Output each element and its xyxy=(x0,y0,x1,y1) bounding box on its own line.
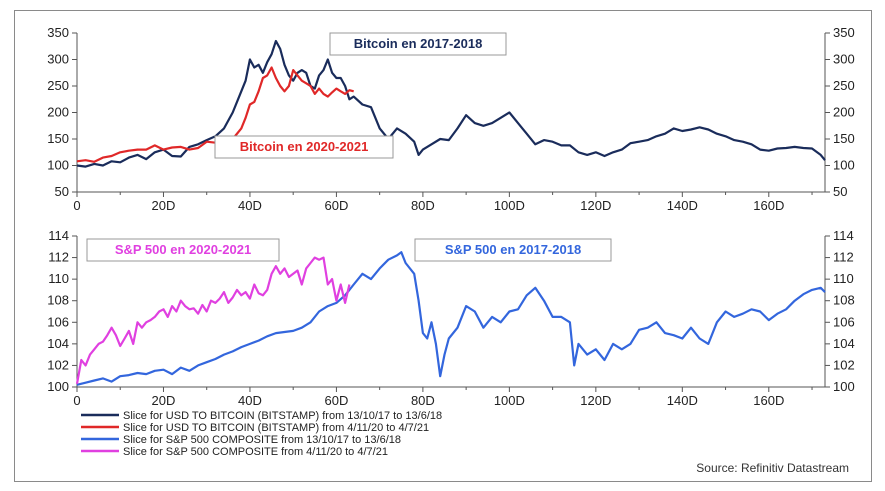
x-tick-label: 20D xyxy=(152,198,176,213)
x-tick-label: 100D xyxy=(494,198,525,213)
chart-canvas: 50 50 100 100 150 150 200 200 250 250 300 300 350 350… xyxy=(47,25,854,458)
series-label: Bitcoin en 2020-2021 xyxy=(240,139,369,154)
y-tick-label-right: 104 xyxy=(833,336,855,351)
y-tick-label-right: 150 xyxy=(833,131,855,146)
y-tick-label-left: 100 xyxy=(47,379,69,394)
y-tick-label-left: 200 xyxy=(47,105,69,120)
x-tick-label: 60D xyxy=(324,393,348,408)
y-tick-label-right: 114 xyxy=(833,228,854,243)
x-tick-label: 60D xyxy=(324,198,348,213)
y-tick-label-left: 108 xyxy=(47,293,69,308)
y-tick-label-left: 250 xyxy=(47,78,69,93)
x-tick-label: 160D xyxy=(753,393,784,408)
series-line-1 xyxy=(76,251,826,386)
y-tick-label-right: 100 xyxy=(833,158,855,173)
x-tick-label: 80D xyxy=(411,393,435,408)
x-tick-label: 40D xyxy=(238,198,262,213)
y-tick-label-left: 104 xyxy=(47,336,69,351)
y-tick-label-right: 350 xyxy=(833,25,855,40)
x-tick-label: 40D xyxy=(238,393,262,408)
series-line-2 xyxy=(75,256,351,384)
y-tick-label-left: 112 xyxy=(48,250,69,265)
y-tick-label-right: 108 xyxy=(833,293,855,308)
legend-item-label: Slice for USD TO BITCOIN (BITSTAMP) from… xyxy=(123,410,442,422)
x-tick-label: 140D xyxy=(667,393,698,408)
series-label: S&P 500 en 2017-2018 xyxy=(445,242,581,257)
y-tick-label-right: 112 xyxy=(833,250,854,265)
y-tick-label-left: 300 xyxy=(47,52,69,67)
series-label-box xyxy=(414,238,612,262)
x-tick-label: 0 xyxy=(73,198,80,213)
x-tick-label: 140D xyxy=(667,198,698,213)
y-tick-label-right: 250 xyxy=(833,78,855,93)
y-tick-label-right: 300 xyxy=(833,52,855,67)
y-tick-label-left: 350 xyxy=(47,25,69,40)
y-tick-label-right: 200 xyxy=(833,105,855,120)
chart-panel-1: 50 50 100 100 150 150 200 200 250 250 300 300 350 350… xyxy=(47,25,854,213)
series-line-2 xyxy=(76,66,354,163)
series-label-box xyxy=(214,135,394,159)
x-tick-label: 120D xyxy=(580,198,611,213)
y-tick-label-right: 102 xyxy=(833,357,855,372)
x-tick-label: 100D xyxy=(494,393,525,408)
series-label-box xyxy=(329,32,507,56)
series-label: S&P 500 en 2020-2021 xyxy=(115,242,251,257)
x-tick-label: 0 xyxy=(73,393,80,408)
series-label: Bitcoin en 2017-2018 xyxy=(354,36,483,51)
x-tick-label: 120D xyxy=(580,393,611,408)
x-tick-label: 80D xyxy=(411,198,435,213)
y-tick-label-left: 110 xyxy=(48,271,69,286)
y-tick-label-right: 100 xyxy=(833,379,855,394)
legend-item-label: Slice for S&P 500 COMPOSITE from 13/10/1… xyxy=(123,434,401,446)
chart-panel-2: 100 100 102 102 104 104 106 106 108 108 110 110 112 1… xyxy=(47,228,854,408)
y-tick-label-right: 50 xyxy=(833,184,847,199)
y-tick-label-left: 50 xyxy=(55,184,69,199)
y-tick-label-right: 110 xyxy=(833,271,854,286)
series-line-1 xyxy=(76,39,826,168)
chart-frame: 50 50 100 100 150 150 200 200 250 250 300 300 350 350… xyxy=(14,10,872,482)
y-tick-label-left: 150 xyxy=(47,131,69,146)
y-tick-label-left: 114 xyxy=(48,228,69,243)
y-tick-label-left: 100 xyxy=(47,158,69,173)
series-label-box xyxy=(86,238,280,262)
legend: Slice for USD TO BITCOIN (BITSTAMP) from… xyxy=(81,410,442,458)
y-tick-label-left: 102 xyxy=(47,357,69,372)
y-tick-label-left: 106 xyxy=(47,314,69,329)
x-tick-label: 20D xyxy=(152,393,176,408)
y-tick-label-right: 106 xyxy=(833,314,855,329)
x-tick-label: 160D xyxy=(753,198,784,213)
source-note: Source: Refinitiv Datastream xyxy=(696,461,849,475)
legend-item-label: Slice for S&P 500 COMPOSITE from 4/11/20… xyxy=(123,446,388,458)
legend-item-label: Slice for USD TO BITCOIN (BITSTAMP) from… xyxy=(123,422,429,434)
